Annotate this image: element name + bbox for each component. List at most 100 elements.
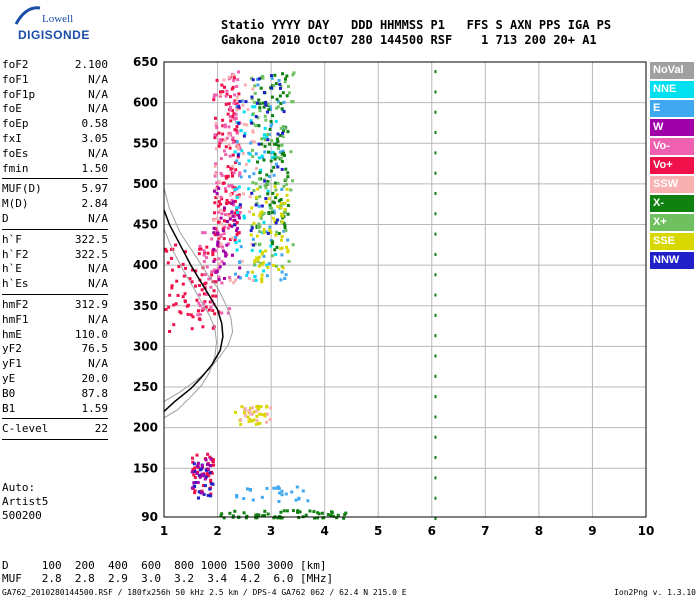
echo-point xyxy=(198,247,202,251)
echo-point xyxy=(301,489,305,493)
echo-point xyxy=(279,102,283,106)
echo-point xyxy=(212,226,216,230)
echo-point xyxy=(264,118,268,122)
echo-point xyxy=(221,245,225,249)
echo-point xyxy=(165,249,169,253)
echo-point xyxy=(213,211,217,215)
echo-point xyxy=(229,167,233,171)
echo-point xyxy=(262,105,266,109)
echo-point xyxy=(250,191,254,195)
echo-point xyxy=(276,132,280,136)
echo-point xyxy=(270,242,274,246)
echo-point xyxy=(262,133,266,137)
echo-point xyxy=(244,408,248,412)
param-value: 322.5 xyxy=(74,232,108,246)
echo-point xyxy=(228,115,232,119)
echo-point xyxy=(231,115,235,119)
param-row-hmf2: hmF2 312.9 xyxy=(2,298,108,313)
echo-point xyxy=(216,240,220,244)
echo-point xyxy=(190,486,194,490)
echo-point xyxy=(184,266,188,270)
echo-point xyxy=(232,75,236,79)
echo-point xyxy=(254,152,258,156)
param-value: N/A xyxy=(88,72,108,86)
echo-point xyxy=(259,76,263,80)
echo-point xyxy=(254,124,258,128)
echo-point xyxy=(208,455,212,459)
y-tick-label: 450 xyxy=(133,218,158,232)
echo-point xyxy=(224,176,228,180)
echo-point xyxy=(217,210,221,214)
echo-point xyxy=(283,126,287,130)
echo-point xyxy=(283,77,287,81)
echo-point xyxy=(256,83,260,87)
echo-point xyxy=(258,230,262,234)
param-value: 2.100 xyxy=(74,58,108,71)
echo-point xyxy=(235,494,239,498)
echo-point xyxy=(280,489,284,493)
echo-point xyxy=(202,292,206,296)
echo-point xyxy=(286,248,290,252)
y-tick-label: 250 xyxy=(133,380,158,394)
echo-point xyxy=(278,94,282,98)
echo-point xyxy=(206,468,210,472)
echo-point xyxy=(217,144,221,148)
echo-point xyxy=(224,153,228,157)
echo-point xyxy=(233,199,237,203)
echo-point xyxy=(316,516,320,520)
echo-point xyxy=(209,305,213,309)
echo-point xyxy=(284,492,288,496)
param-row-hf2: h`F2 322.5 xyxy=(2,248,108,263)
echo-point xyxy=(256,408,260,412)
param-row-he: h`E N/A xyxy=(2,262,108,277)
echo-point xyxy=(250,419,254,423)
echo-point xyxy=(219,172,223,176)
echo-point xyxy=(265,420,269,424)
echo-point xyxy=(260,263,264,267)
echo-point xyxy=(193,475,197,479)
echo-point xyxy=(256,258,260,262)
echo-point xyxy=(434,70,437,74)
echo-point xyxy=(206,452,210,456)
echo-point xyxy=(223,251,227,255)
echo-point xyxy=(223,213,227,217)
echo-point xyxy=(274,82,278,86)
echo-point xyxy=(234,168,238,172)
echo-point xyxy=(251,181,255,185)
echo-point xyxy=(267,197,271,201)
echo-point xyxy=(248,418,252,422)
echo-point xyxy=(225,136,229,140)
echo-point xyxy=(272,209,276,213)
echo-point xyxy=(257,142,261,146)
echo-point xyxy=(286,250,290,254)
echo-point xyxy=(230,171,234,175)
echo-point xyxy=(221,227,225,231)
echo-point xyxy=(276,218,280,222)
echo-point xyxy=(254,167,258,171)
echo-point xyxy=(259,216,263,220)
echo-point xyxy=(194,269,198,273)
echo-point xyxy=(250,95,254,99)
param-name: B0 xyxy=(2,386,16,400)
echo-point xyxy=(253,84,257,88)
echo-point xyxy=(280,143,284,147)
legend-item-nnw: NNW xyxy=(650,252,694,269)
echo-point xyxy=(282,184,286,188)
echo-point xyxy=(230,87,234,91)
legend-item-nne: NNE xyxy=(650,81,694,98)
echo-point xyxy=(193,489,197,493)
echo-point xyxy=(264,230,268,234)
echo-point xyxy=(434,313,437,317)
echo-point xyxy=(213,233,217,237)
echo-point xyxy=(280,152,284,156)
echo-point xyxy=(237,162,241,166)
echo-point xyxy=(230,210,234,214)
echo-point xyxy=(221,229,225,233)
echo-point xyxy=(232,101,236,105)
echo-point xyxy=(264,249,268,253)
echo-point xyxy=(281,216,285,220)
echo-point xyxy=(240,259,244,263)
echo-point xyxy=(434,273,437,277)
echo-point xyxy=(285,245,289,249)
echo-point xyxy=(204,256,208,260)
